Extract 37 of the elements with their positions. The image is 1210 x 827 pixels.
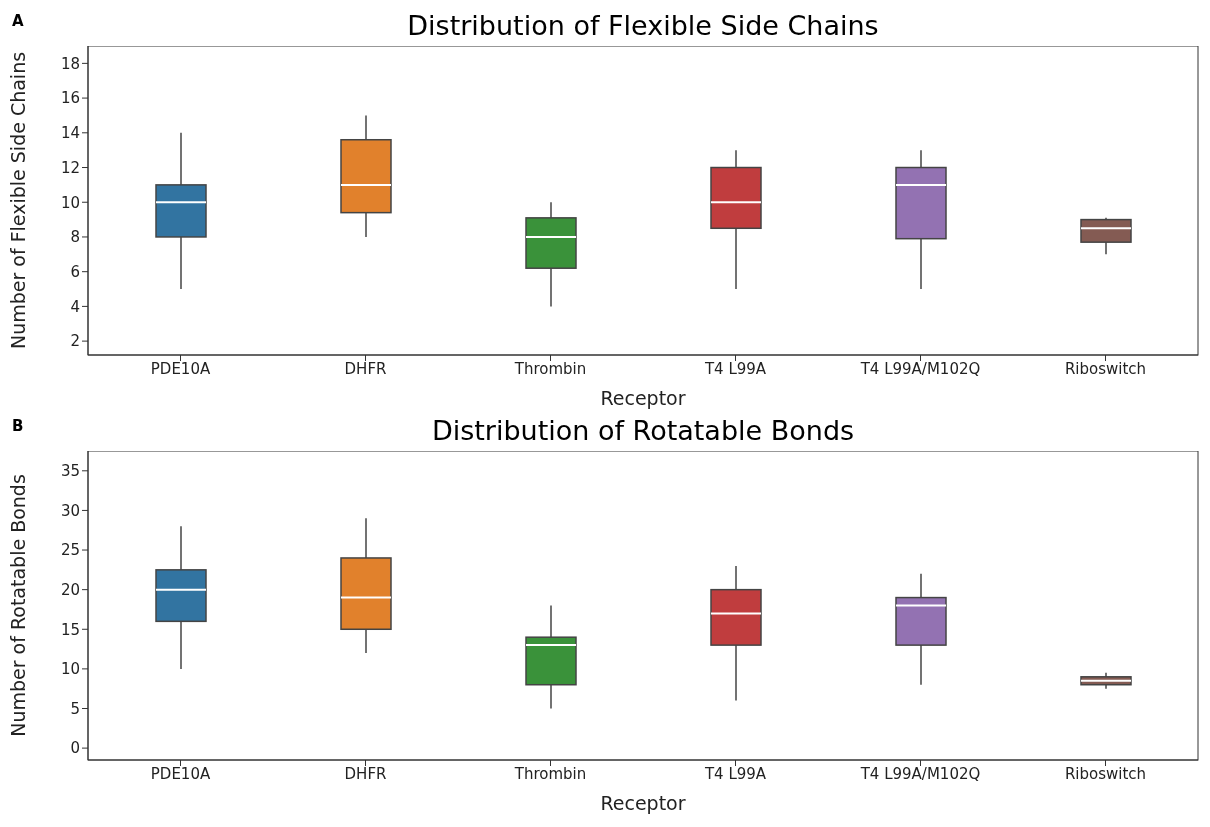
y-tick-label: 18 [60, 54, 80, 73]
y-tick-label: 4 [70, 297, 80, 316]
x-tick-label: T4 L99A [703, 764, 767, 783]
x-tick-label: PDE10A [150, 359, 211, 378]
y-tick-label: 12 [60, 158, 80, 177]
y-tick-label: 5 [70, 699, 80, 718]
chart-title: Distribution of Rotatable Bonds [430, 415, 856, 446]
x-tick-label: Thrombin [513, 764, 587, 783]
y-tick-label: 10 [60, 193, 80, 212]
text: A [12, 12, 24, 30]
x-tick-label: DHFR [344, 764, 387, 783]
x-tick-label: Thrombin [513, 359, 587, 378]
y-tick-label: 6 [70, 263, 80, 281]
y-tick-label: 2 [70, 332, 80, 351]
y-tick-label: 14 [60, 124, 80, 143]
y-axis-title: Number of Rotatable Bonds [6, 474, 29, 737]
x-tick-label: DHFR [344, 359, 387, 378]
x-axis-title: Receptor [600, 387, 686, 409]
y-tick-label: 8 [70, 228, 80, 247]
x-tick-label: Riboswitch [1064, 359, 1147, 378]
x-tick-label: PDE10A [150, 764, 211, 783]
x-tick-label: Riboswitch [1064, 764, 1147, 783]
y-tick-label: 20 [60, 580, 80, 599]
y-tick-label: 25 [60, 541, 80, 560]
y-tick-label: 15 [60, 620, 80, 639]
y-axis-title: Number of Flexible Side Chains [6, 51, 29, 350]
x-tick-label: T4 L99A/M102Q [859, 359, 981, 378]
y-tick-label: 0 [70, 739, 80, 758]
text: B [12, 417, 24, 435]
y-tick-label: 16 [60, 89, 80, 108]
chart-title: Distribution of Flexible Side Chains [406, 10, 880, 41]
x-tick-label: T4 L99A/M102Q [859, 764, 981, 783]
x-tick-label: T4 L99A [703, 359, 767, 378]
y-tick-label: 10 [60, 660, 80, 679]
y-tick-label: 30 [60, 501, 80, 520]
y-tick-label: 35 [60, 462, 80, 481]
x-axis-title: Receptor [600, 792, 686, 814]
